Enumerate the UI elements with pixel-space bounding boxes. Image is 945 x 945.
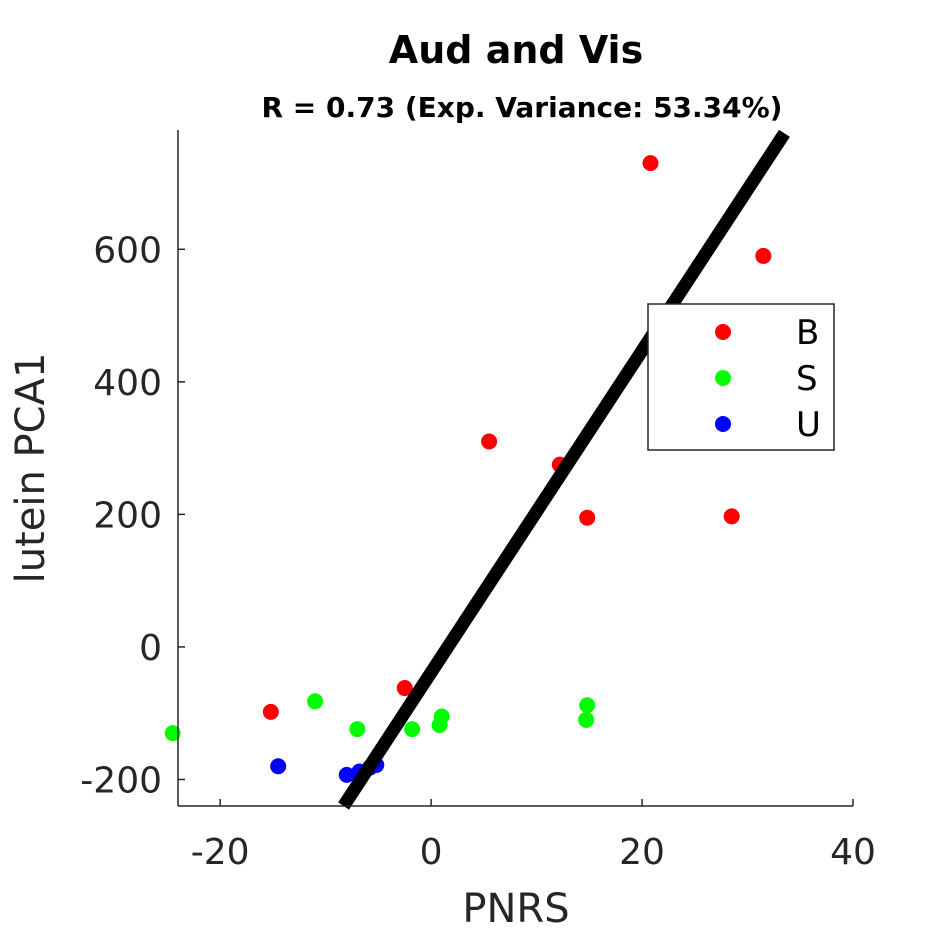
point-S xyxy=(404,721,421,738)
point-S xyxy=(307,693,324,710)
legend-label-U: U xyxy=(796,405,821,445)
chart-title: Aud and Vis xyxy=(389,28,643,72)
x-tick-label: 0 xyxy=(420,832,443,873)
chart-subtitle: R = 0.73 (Exp. Variance: 53.34%) xyxy=(262,91,783,124)
y-axis-label: lutein PCA1 xyxy=(8,353,54,584)
y-tick-label: -200 xyxy=(80,760,162,801)
point-B xyxy=(262,703,279,720)
point-B xyxy=(755,247,772,264)
point-S xyxy=(349,721,366,738)
point-B xyxy=(481,433,498,450)
point-B xyxy=(579,509,596,526)
point-S xyxy=(431,717,448,734)
point-U xyxy=(338,766,355,783)
fit-line-group xyxy=(338,129,790,810)
point-B xyxy=(723,508,740,525)
x-tick-label: 20 xyxy=(619,832,665,873)
x-tick-label: -20 xyxy=(191,832,250,873)
y-tick-label: 200 xyxy=(93,495,162,536)
point-S xyxy=(579,697,596,714)
point-U xyxy=(270,758,287,775)
point-S xyxy=(164,725,181,742)
y-tick-label: 600 xyxy=(93,230,162,271)
legend-label-S: S xyxy=(796,359,818,399)
y-axis-ticks: -200 0 200 400 600 xyxy=(80,230,185,801)
point-B xyxy=(642,155,659,172)
point-S xyxy=(578,711,595,728)
legend: BSU xyxy=(647,303,835,451)
legend-box xyxy=(647,303,835,451)
y-tick-label: 0 xyxy=(139,628,162,669)
legend-marker-B xyxy=(715,324,731,340)
legend-marker-U xyxy=(715,416,731,432)
data-points xyxy=(164,155,772,783)
legend-label-B: B xyxy=(796,313,819,353)
legend-marker-S xyxy=(715,370,731,386)
x-axis-label: PNRS xyxy=(462,886,569,932)
point-B xyxy=(396,680,413,697)
x-axis-ticks: -20 0 20 40 xyxy=(191,799,876,873)
x-tick-label: 40 xyxy=(830,832,876,873)
fit-line xyxy=(338,129,790,810)
y-tick-label: 400 xyxy=(93,363,162,404)
